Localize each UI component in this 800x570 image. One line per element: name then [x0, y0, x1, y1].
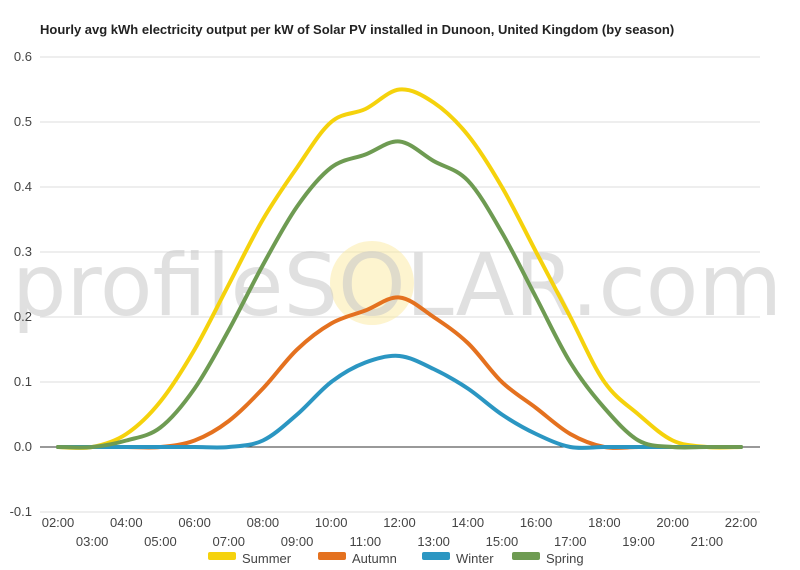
y-axis-ticks: -0.1 0.0 0.1 0.2 0.3 0.4 0.5 0.6	[10, 49, 32, 519]
x-tick-label: 17:00	[554, 534, 587, 549]
y-tick-label: 0.2	[14, 309, 32, 324]
x-tick-label: 12:00	[383, 515, 416, 530]
x-tick-label: 08:00	[247, 515, 280, 530]
y-tick-label: 0.1	[14, 374, 32, 389]
x-tick-label: 06:00	[178, 515, 211, 530]
legend-label-spring: Spring	[546, 551, 584, 566]
x-tick-label: 21:00	[691, 534, 724, 549]
legend-swatch-winter	[422, 552, 450, 560]
x-tick-label: 11:00	[350, 534, 382, 549]
watermark-sun-icon	[330, 241, 414, 325]
y-tick-label: 0.6	[14, 49, 32, 64]
x-tick-label: 19:00	[622, 534, 655, 549]
y-tick-label: 0.5	[14, 114, 32, 129]
legend-label-autumn: Autumn	[352, 551, 397, 566]
x-tick-label: 14:00	[452, 515, 485, 530]
watermark: profileSOLAR.com	[12, 236, 782, 336]
x-tick-label: 10:00	[315, 515, 348, 530]
x-tick-label: 22:00	[725, 515, 758, 530]
legend-swatch-spring	[512, 552, 540, 560]
series-lines	[56, 87, 743, 450]
legend-swatch-autumn	[318, 552, 346, 560]
legend: Summer Autumn Winter Spring	[208, 551, 584, 566]
y-tick-label: 0.3	[14, 244, 32, 259]
x-tick-label: 18:00	[588, 515, 621, 530]
legend-label-winter: Winter	[456, 551, 494, 566]
x-tick-label: 07:00	[212, 534, 245, 549]
chart-title: Hourly avg kWh electricity output per kW…	[40, 22, 674, 37]
series-line-spring	[56, 139, 743, 450]
x-tick-label: 13:00	[417, 534, 450, 549]
y-tick-label: 0.0	[14, 439, 32, 454]
x-tick-label: 05:00	[144, 534, 177, 549]
x-tick-label: 02:00	[42, 515, 75, 530]
legend-swatch-summer	[208, 552, 236, 560]
x-tick-label: 04:00	[110, 515, 143, 530]
legend-label-summer: Summer	[242, 551, 292, 566]
y-tick-label: 0.4	[14, 179, 32, 194]
x-tick-label: 09:00	[281, 534, 314, 549]
x-tick-label: 20:00	[656, 515, 689, 530]
series-line-winter	[56, 353, 743, 450]
watermark-text: profileSOLAR.com	[12, 236, 782, 336]
x-tick-label: 03:00	[76, 534, 109, 549]
y-tick-label: -0.1	[10, 504, 32, 519]
x-axis-ticks: 02:0003:0004:0005:0006:0007:0008:0009:00…	[42, 515, 758, 549]
x-tick-label: 16:00	[520, 515, 553, 530]
series-line-summer	[56, 87, 743, 450]
x-tick-label: 15:00	[486, 534, 519, 549]
